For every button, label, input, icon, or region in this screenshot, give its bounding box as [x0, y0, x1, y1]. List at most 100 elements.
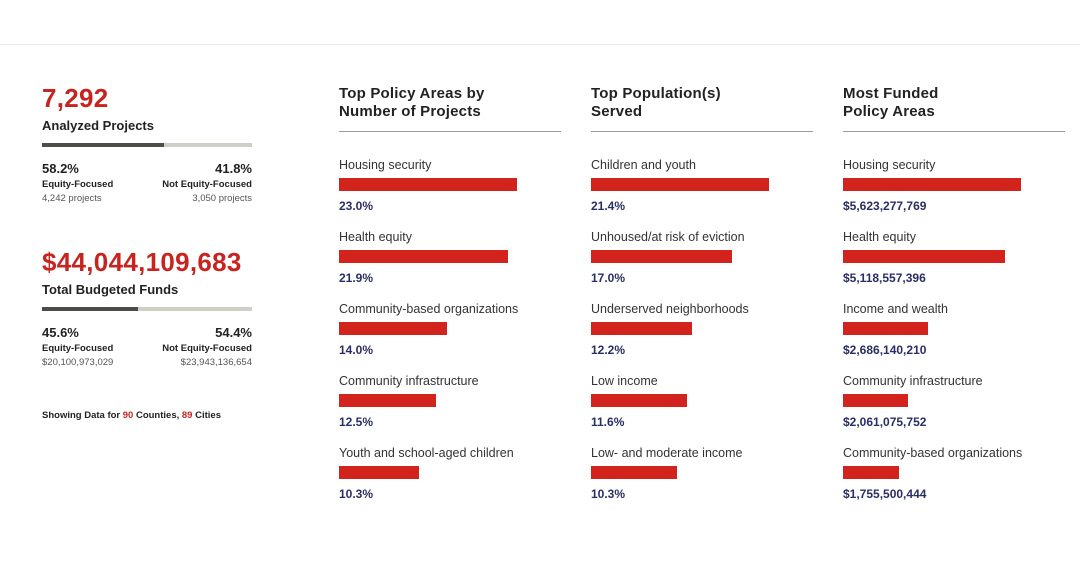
funds-split-legend: 45.6% Equity-Focused $20,100,973,029 54.…: [42, 325, 252, 368]
bar: [591, 322, 692, 335]
projects-not-equity-pct: 41.8%: [215, 161, 252, 176]
bar: [843, 250, 1005, 263]
bar: [339, 250, 508, 263]
chart-title-line-1: Top Population(s): [591, 85, 721, 102]
funds-equity-label: Equity-Focused: [42, 343, 114, 354]
bar-row: Children and youth 21.4%: [591, 158, 813, 213]
chart-title: Top Policy Areas by Number of Projects: [339, 85, 561, 123]
bar-row: Community-based organizations $1,755,500,…: [843, 446, 1065, 501]
bar: [339, 322, 447, 335]
bar-category-label: Community infrastructure: [339, 374, 479, 388]
bar: [591, 394, 687, 407]
projects-split-fill: [42, 143, 165, 147]
bar-category-label: Housing security: [339, 158, 432, 172]
bar-row: Health equity 21.9%: [339, 230, 561, 285]
total-budgeted-funds-label: Total Budgeted Funds: [42, 282, 179, 297]
bar-category-label: Youth and school-aged children: [339, 446, 514, 460]
projects-equity-count: 4,242 projects: [42, 193, 102, 204]
coverage-prefix: Showing Data for: [42, 410, 123, 421]
funds-not-equity-pct: 54.4%: [215, 325, 252, 340]
bar-value-label: $5,118,557,396: [843, 271, 926, 285]
bar-value-label: $1,755,500,444: [843, 487, 927, 501]
bar-value-label: 10.3%: [339, 487, 374, 501]
bar: [843, 322, 928, 335]
bar-category-label: Housing security: [843, 158, 936, 172]
bar-value-label: 17.0%: [591, 271, 626, 285]
bar-category-label: Children and youth: [591, 158, 696, 172]
analyzed-projects-total: 7,292: [42, 83, 109, 113]
bar-value-label: 11.6%: [591, 415, 625, 429]
bar-row: Community infrastructure 12.5%: [339, 374, 561, 429]
bar-value-label: $2,061,075,752: [843, 415, 927, 429]
population-served-chart: Top Population(s) Served Children and yo…: [591, 85, 813, 501]
bar: [591, 466, 677, 479]
county-count: 90: [122, 410, 134, 421]
chart-title-rule: [339, 131, 561, 132]
most-funded-policy-areas-chart: Most Funded Policy Areas Housing securit…: [843, 85, 1065, 501]
projects-not-equity-count: 3,050 projects: [192, 193, 252, 204]
bar-category-label: Unhoused/at risk of eviction: [591, 230, 745, 244]
funds-not-equity-label: Not Equity-Focused: [162, 343, 252, 354]
bar-row: Low- and moderate income 10.3%: [591, 446, 813, 501]
bar-row: Income and wealth $2,686,140,210: [843, 302, 1065, 357]
top-divider: [0, 44, 1080, 45]
analyzed-projects-label: Analyzed Projects: [42, 118, 154, 133]
bar-value-label: 21.4%: [591, 199, 626, 213]
bar: [591, 250, 732, 263]
city-count: 89: [181, 410, 193, 421]
projects-equity: 58.2% Equity-Focused 4,242 projects: [42, 161, 113, 204]
bar-category-label: Income and wealth: [843, 302, 948, 316]
bar-category-label: Community-based organizations: [339, 302, 519, 316]
data-coverage-note: Showing Data for 90 Counties, 89 Cities: [42, 410, 221, 421]
bar-row: Housing security 23.0%: [339, 158, 561, 213]
bar-row: Low income 11.6%: [591, 374, 813, 429]
bar-value-label: 12.2%: [591, 343, 626, 357]
chart-title-line-1: Most Funded: [843, 85, 939, 102]
projects-summary: 7,292 Analyzed Projects 58.2% Equity-Foc…: [42, 84, 252, 204]
bar-value-label: 14.0%: [339, 343, 374, 357]
funds-not-equity-amount: $23,943,136,654: [180, 357, 252, 368]
bar: [339, 178, 517, 191]
projects-equity-pct: 58.2%: [42, 161, 79, 176]
bar-category-label: Community-based organizations: [843, 446, 1023, 460]
bar-row: Community-based organizations 14.0%: [339, 302, 561, 357]
bar-value-label: 21.9%: [339, 271, 374, 285]
bar-value-label: $5,623,277,769: [843, 199, 927, 213]
total-budgeted-funds: $44,044,109,683: [42, 247, 242, 277]
projects-not-equity: 41.8% Not Equity-Focused 3,050 projects: [162, 161, 252, 204]
bar: [339, 466, 419, 479]
bar-row: Unhoused/at risk of eviction 17.0%: [591, 230, 813, 285]
bar-category-label: Community infrastructure: [843, 374, 983, 388]
city-label: Cities: [192, 410, 221, 421]
bar: [591, 178, 769, 191]
projects-split-legend: 58.2% Equity-Focused 4,242 projects 41.8…: [42, 161, 252, 204]
county-label: Counties,: [133, 410, 182, 421]
chart-title-line-2: Number of Projects: [339, 103, 481, 120]
chart-title: Most Funded Policy Areas: [843, 85, 1065, 123]
projects-equity-label: Equity-Focused: [42, 179, 114, 190]
chart-title-rule: [591, 131, 813, 132]
funds-summary: $44,044,109,683 Total Budgeted Funds 45.…: [42, 248, 252, 368]
bar-category-label: Low- and moderate income: [591, 446, 743, 460]
bar-row: Community infrastructure $2,061,075,752: [843, 374, 1065, 429]
chart-title-line-1: Top Policy Areas by: [339, 85, 485, 102]
funds-equity-amount: $20,100,973,029: [42, 357, 114, 368]
bar-value-label: 23.0%: [339, 199, 374, 213]
bar: [843, 466, 899, 479]
funds-equity-pct: 45.6%: [42, 325, 79, 340]
bar-category-label: Health equity: [339, 230, 412, 244]
funds-equity: 45.6% Equity-Focused $20,100,973,029: [42, 325, 113, 368]
funds-not-equity: 54.4% Not Equity-Focused $23,943,136,654: [162, 325, 252, 368]
bar-row: Youth and school-aged children 10.3%: [339, 446, 561, 501]
bar-row: Health equity $5,118,557,396: [843, 230, 1065, 285]
bar-category-label: Health equity: [843, 230, 916, 244]
bar: [339, 394, 436, 407]
chart-title: Top Population(s) Served: [591, 85, 813, 123]
bar-value-label: 10.3%: [591, 487, 626, 501]
bar: [843, 394, 908, 407]
bar-category-label: Low income: [591, 374, 658, 388]
bar-row: Housing security $5,623,277,769: [843, 158, 1065, 213]
policy-areas-by-projects-chart: Top Policy Areas by Number of Projects H…: [339, 85, 561, 501]
bar-row: Underserved neighborhoods 12.2%: [591, 302, 813, 357]
funds-split-fill: [42, 307, 138, 311]
